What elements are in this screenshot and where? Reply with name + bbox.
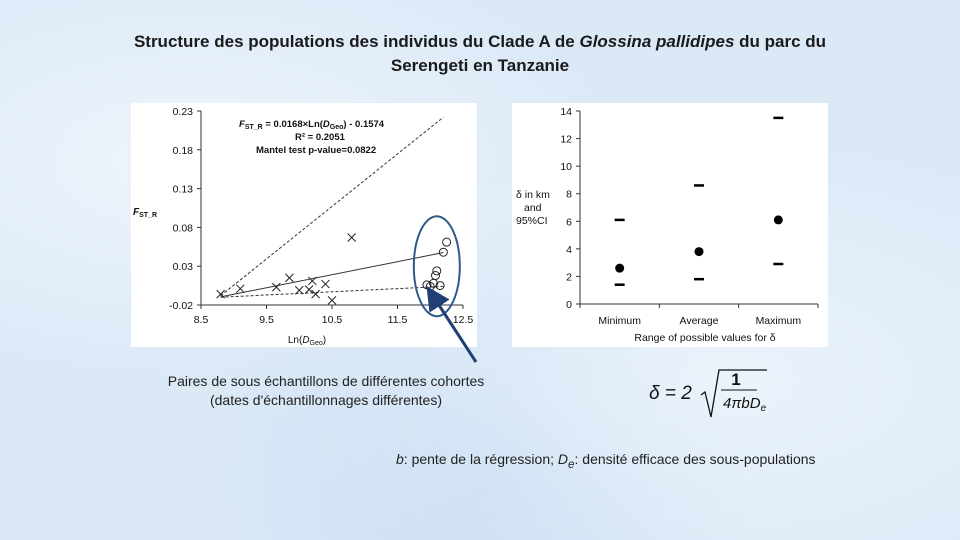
y-tick-label-a: -0.02 bbox=[169, 300, 193, 312]
caption-de-sub: e bbox=[568, 457, 575, 471]
regression-line bbox=[220, 252, 444, 298]
title-part1: Structure des populations des individus … bbox=[133, 32, 575, 51]
y-tick-label-a: 0.03 bbox=[173, 261, 194, 273]
y-tick-label-a: 0.23 bbox=[173, 106, 194, 118]
circle-point bbox=[442, 237, 452, 247]
x-tick-label-a: 9.5 bbox=[259, 314, 274, 326]
y-tick-label-b: 0 bbox=[566, 299, 572, 311]
caption-pairs-line2: (dates d'échantillonnages différentes) bbox=[209, 392, 442, 408]
y-axis-label-b: δ in km and 95%CI bbox=[516, 189, 550, 227]
r-squared: R² = 0.2051 bbox=[295, 132, 346, 143]
isolation-by-distance-svg: 0.23 0.18 0.13 0.08 0.03 -0.028.5 9.5 10.5 11.5 1… bbox=[133, 106, 474, 347]
x-tick-label-a: 10.5 bbox=[322, 314, 343, 326]
delta-formula: δ = 2 1 4πbDe bbox=[649, 369, 767, 418]
delta-estimates-svg: 0 2 4 6 8 10 12 14 Minimum Average Maximum δ in km… bbox=[516, 106, 819, 344]
y-tick-label-a: 0.18 bbox=[173, 145, 194, 157]
y-axis-label-a: FST_R bbox=[133, 207, 157, 219]
caption-b-symbol: b bbox=[396, 451, 404, 467]
confidence-line bbox=[220, 116, 444, 297]
formula-numerator: 1 bbox=[731, 370, 740, 389]
x-axis-label-b: Range of possible values for δ bbox=[634, 332, 775, 344]
cross-point bbox=[235, 284, 245, 294]
cross-point bbox=[271, 282, 281, 292]
caption-pairs-line1: Paires de sous échantillons de différent… bbox=[167, 373, 485, 389]
slide-title: Structure des populations des individus … bbox=[120, 30, 840, 78]
circle-point bbox=[432, 266, 442, 276]
cross-point bbox=[285, 273, 294, 283]
y-tick-label-b: 2 bbox=[566, 271, 572, 283]
caption-b-text: : pente de la régression; bbox=[403, 451, 555, 467]
mantel-test: Mantel test p-value=0.0822 bbox=[256, 145, 376, 156]
formula-lhs: δ = 2 bbox=[649, 383, 692, 404]
category-label: Average bbox=[680, 315, 719, 327]
y-tick-label-b: 6 bbox=[566, 216, 572, 228]
cross-point bbox=[216, 289, 226, 299]
estimate-point bbox=[773, 215, 783, 225]
delta-estimates-chart: 0 2 4 6 8 10 12 14 Minimum Average Maximum δ in km… bbox=[512, 103, 828, 347]
formula-denominator: 4πbDe bbox=[723, 395, 767, 414]
cross-point bbox=[327, 295, 337, 305]
title-part2: du parc du Serengeti en Tanzanie bbox=[390, 32, 827, 75]
isolation-by-distance-chart: 0.23 0.18 0.13 0.08 0.03 -0.02 8.5 9.5 10.5 11.5 1… bbox=[131, 103, 477, 347]
y-tick-label-a: 0.08 bbox=[173, 222, 194, 234]
y-tick-label-b: 14 bbox=[560, 106, 572, 118]
estimate-point bbox=[694, 247, 704, 257]
estimate-point bbox=[615, 263, 625, 273]
caption-definitions: b: pente de la régression; De: densité e… bbox=[396, 451, 916, 471]
confidence-line bbox=[220, 285, 444, 298]
cross-point bbox=[311, 289, 320, 299]
x-tick-label-a: 8.5 bbox=[194, 314, 209, 326]
x-tick-label-a: 12.5 bbox=[453, 314, 474, 326]
y-tick-label-b: 4 bbox=[566, 244, 572, 256]
cross-point bbox=[294, 285, 304, 295]
caption-de-symbol: D bbox=[557, 451, 569, 467]
circle-point bbox=[438, 247, 448, 257]
y-tick-label-b: 12 bbox=[560, 134, 572, 146]
regression-equation: FST_R = 0.0168×Ln(DGeo) - 0.1574 bbox=[239, 119, 385, 131]
cross-point bbox=[321, 279, 330, 289]
y-tick-label-b: 8 bbox=[566, 189, 572, 201]
x-axis-label-a: Ln(DGeo) bbox=[288, 335, 326, 347]
y-tick-label-a: 0.13 bbox=[173, 184, 194, 196]
circle-point bbox=[430, 271, 440, 281]
title-species: Glossina pallidipes bbox=[579, 32, 735, 51]
cross-point bbox=[347, 233, 357, 242]
x-tick-label-a: 11.5 bbox=[388, 314, 408, 326]
category-label: Minimum bbox=[598, 315, 641, 327]
cross-point bbox=[307, 276, 317, 286]
y-tick-label-b: 10 bbox=[560, 161, 572, 173]
highlight-ellipse bbox=[412, 215, 461, 318]
category-label: Maximum bbox=[756, 315, 802, 327]
caption-de-text: : densité efficace des sous-populations bbox=[574, 451, 816, 467]
cross-point bbox=[304, 285, 314, 294]
caption-pairs: Paires de sous échantillons de différent… bbox=[136, 372, 516, 410]
